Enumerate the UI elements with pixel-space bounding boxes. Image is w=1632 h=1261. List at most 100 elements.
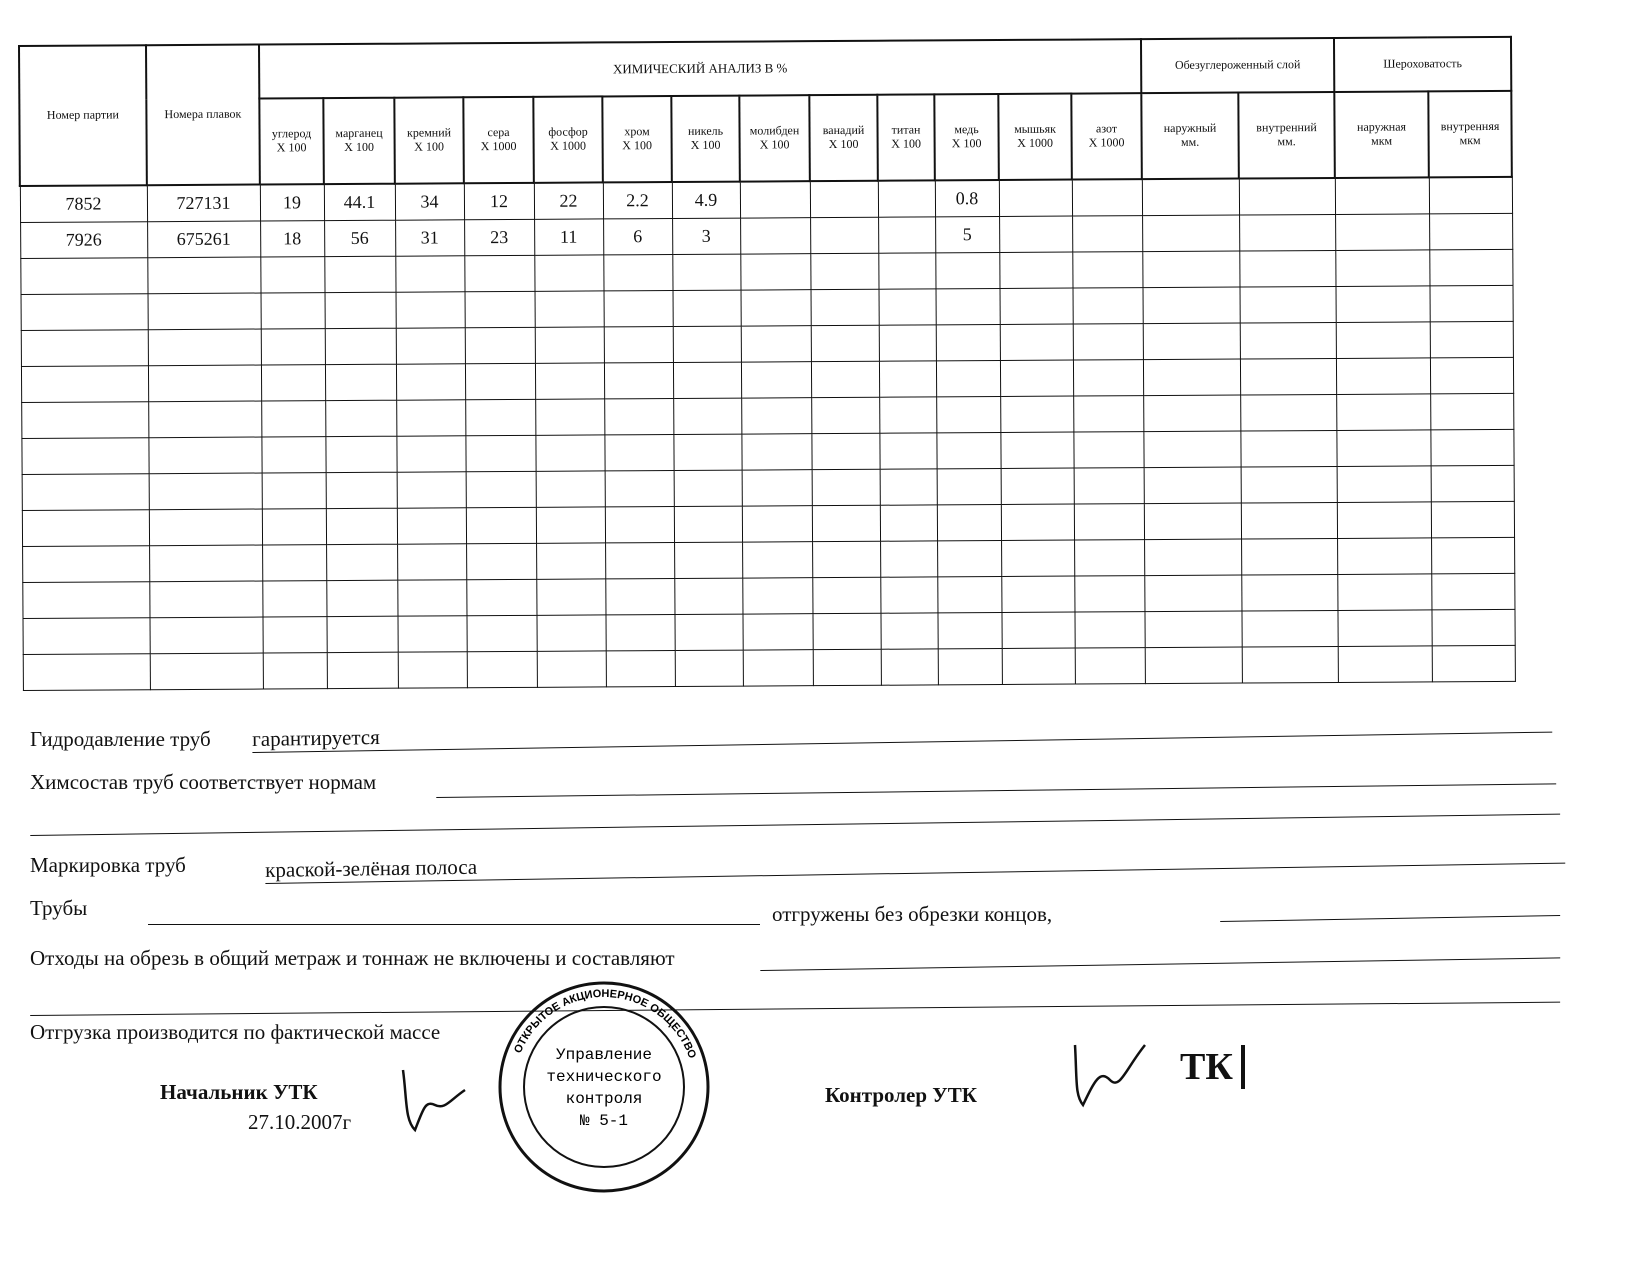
pipes-suffix: отгружены без обрезки концов, — [772, 902, 1053, 926]
table-cell — [536, 578, 606, 616]
table-cell — [260, 256, 325, 294]
table-cell — [937, 540, 1002, 577]
table-cell — [465, 507, 537, 544]
table-cell — [742, 541, 813, 579]
table-cell — [262, 652, 327, 690]
table-cell — [672, 254, 741, 291]
header-rough-name: наружная — [1356, 119, 1407, 135]
table-cell — [535, 398, 605, 436]
table-cell — [936, 468, 1001, 505]
table-cell — [1241, 610, 1338, 648]
header-chem-name: сера — [487, 125, 510, 140]
stamp-line2: технического — [546, 1068, 661, 1086]
header-rough-0: наружная мкм — [1334, 91, 1429, 178]
table-cell: 3 — [672, 218, 741, 255]
header-chem-1: марганец X 100 — [323, 97, 395, 185]
table-cell — [21, 473, 149, 511]
table-cell — [1431, 645, 1515, 682]
table-cell — [1142, 287, 1240, 324]
table-cell — [147, 365, 262, 402]
table-cell — [998, 179, 1073, 217]
table-cell — [810, 361, 880, 398]
table-cell — [877, 180, 936, 218]
table-cell — [673, 470, 742, 507]
table-cell — [1072, 359, 1144, 397]
table-cell — [878, 216, 936, 254]
table-cell — [1072, 251, 1143, 289]
table-cell — [20, 365, 149, 403]
table-cell — [396, 399, 466, 437]
table-cell — [148, 509, 263, 546]
header-chem-mult: X 1000 — [480, 138, 517, 154]
table-cell: 6 — [603, 218, 673, 255]
table-cell — [1240, 466, 1337, 504]
table-cell — [674, 650, 743, 687]
table-cell — [395, 327, 465, 365]
table-cell — [534, 362, 605, 400]
table-cell — [672, 326, 741, 363]
header-chem-name: медь — [954, 122, 979, 137]
table-cell — [1073, 431, 1144, 469]
table-cell — [260, 364, 326, 402]
table-cell — [325, 436, 397, 473]
table-cell — [396, 507, 467, 545]
chief-utk-label: Начальник УТК — [160, 1080, 318, 1104]
controller-signature — [1073, 1044, 1146, 1108]
header-chem-mult: X 100 — [276, 140, 307, 155]
table-cell — [674, 578, 743, 615]
chem-compliance-label: Химсостав труб соответствует нормам — [30, 770, 377, 794]
table-cell — [1336, 501, 1432, 539]
table-cell — [935, 360, 1001, 397]
table-cell — [1336, 429, 1431, 467]
table-cell — [535, 506, 606, 544]
table-cell — [1001, 612, 1075, 649]
table-cell — [811, 469, 880, 506]
header-chem-name: кремний — [406, 125, 452, 140]
marking-value: краской-зелёная полоса — [265, 837, 1566, 884]
table-cell — [935, 252, 1000, 289]
table-cell — [1143, 503, 1242, 540]
table-cell — [1335, 213, 1430, 251]
table-cell — [1001, 576, 1075, 613]
chief-signature — [401, 1069, 466, 1133]
table-cell — [1074, 647, 1145, 685]
header-chem-mult: X 100 — [891, 136, 921, 151]
utk-stamp: ОТКРЫТОЕ АКЦИОНЕРНОЕ ОБЩЕСТВО Управление… — [498, 981, 710, 1193]
table-cell — [465, 399, 536, 436]
table-cell — [1142, 323, 1240, 360]
table-cell — [1072, 215, 1143, 253]
table-cell — [936, 432, 1001, 469]
table-cell — [879, 504, 938, 542]
table-cell — [1144, 611, 1242, 648]
table-cell — [1000, 468, 1074, 505]
table-cell — [465, 471, 536, 508]
table-cell — [1143, 467, 1241, 504]
table-cell — [534, 254, 604, 292]
header-chem-mult: X 100 — [759, 137, 790, 152]
table-cell — [999, 216, 1073, 253]
table-cell — [1336, 393, 1431, 431]
table-cell — [740, 361, 812, 399]
pipes-line — [148, 902, 760, 925]
table-cell: 34 — [394, 183, 465, 221]
table-cell — [1428, 176, 1513, 214]
table-cell — [1335, 249, 1430, 287]
table-cell — [260, 292, 325, 330]
header-rough-unit: мкм — [1371, 133, 1393, 148]
table-cell — [1001, 648, 1075, 685]
table-cell — [1142, 359, 1241, 396]
header-chem-mult: X 100 — [622, 138, 652, 153]
table-cell — [810, 253, 879, 290]
table-cell — [1429, 213, 1513, 250]
header-chem-mult: X 100 — [344, 139, 374, 155]
table-cell — [879, 468, 937, 506]
table-cell — [147, 329, 261, 366]
table-cell — [999, 360, 1074, 397]
table-cell — [1334, 177, 1430, 215]
table-cell — [879, 396, 937, 434]
table-cell — [1239, 250, 1336, 288]
table-cell — [1431, 573, 1515, 610]
table-cell — [809, 180, 879, 218]
header-decarb-unit: мм. — [1277, 134, 1296, 149]
